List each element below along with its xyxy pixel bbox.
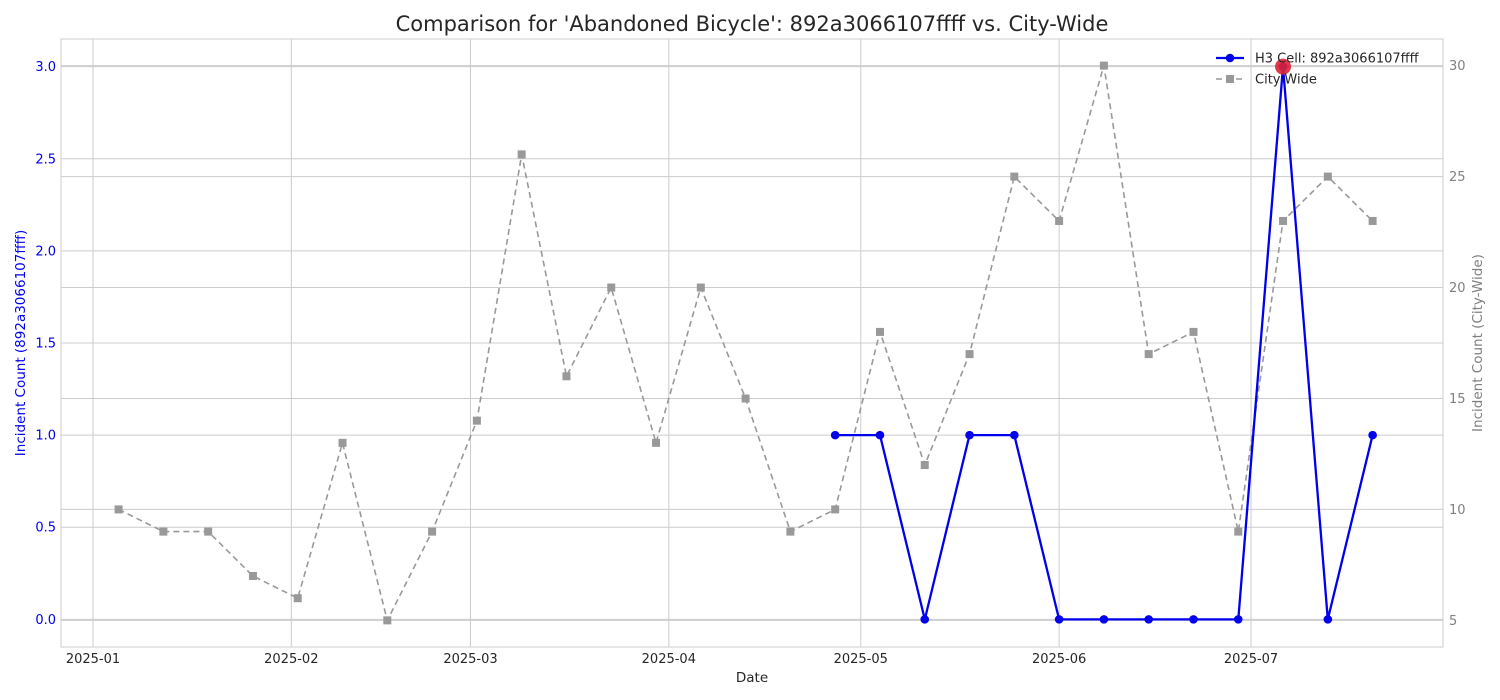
x-tick-label: 2025-04: [642, 652, 696, 667]
x-tick-label: 2025-05: [834, 652, 888, 667]
city-wide-point: [562, 372, 571, 381]
h3-cell-point: [875, 430, 885, 440]
city-wide-point: [114, 505, 123, 514]
y-left-tick-label: 1.5: [35, 337, 56, 352]
city-wide-point: [159, 527, 168, 536]
series-layer: [114, 58, 1377, 625]
city-wide-point: [741, 394, 750, 403]
y-right-tick-label: 30: [1449, 59, 1466, 74]
city-wide-point: [517, 150, 526, 159]
y-axis-label-left: Incident Count (892a3066107ffff): [13, 230, 29, 456]
city-wide-point: [293, 594, 302, 603]
h3-cell-point: [965, 430, 974, 440]
grid: [61, 39, 1443, 647]
city-wide-point: [965, 350, 974, 359]
city-wide-point: [204, 527, 213, 536]
city-wide-point: [920, 461, 929, 470]
h3-cell-point: [1054, 615, 1064, 624]
x-tick-label: 2025-07: [1224, 652, 1278, 667]
x-tick-label: 2025-06: [1032, 652, 1086, 667]
y-left-tick-label: 1.0: [35, 429, 56, 444]
y-left-tick-label: 0.0: [35, 613, 56, 628]
city-wide-point: [696, 283, 705, 292]
series-1: [114, 61, 1377, 625]
x-tick-label: 2025-02: [264, 652, 318, 667]
h3-cell-point: [920, 615, 930, 624]
y-right-tick-label: 15: [1449, 392, 1466, 407]
city-wide-point: [472, 416, 481, 425]
city-wide-point: [1323, 172, 1332, 181]
h3-cell-point: [1323, 615, 1333, 624]
city-wide-point: [383, 616, 392, 625]
highlight-point: [1275, 58, 1292, 75]
city-wide-point: [428, 527, 437, 536]
city-wide-point: [652, 438, 661, 447]
y-right-tick-label: 25: [1449, 170, 1466, 185]
chart-title: Comparison for 'Abandoned Bicycle': 892a…: [396, 12, 1109, 36]
city-wide-point: [1144, 350, 1153, 359]
y-left-tick-label: 3.0: [35, 60, 56, 75]
h3-cell-point: [1144, 615, 1153, 624]
city-wide-point: [1010, 172, 1019, 181]
city-wide-point: [875, 327, 884, 336]
x-tick-label: 2025-03: [443, 652, 497, 667]
h3-cell-point: [1099, 615, 1109, 624]
y-left-tick-label: 0.5: [35, 521, 56, 536]
y-left-tick-label: 2.0: [35, 244, 56, 259]
h3-cell-point: [1010, 430, 1019, 440]
city-wide-point: [1279, 216, 1288, 225]
y-left-tick-label: 2.5: [35, 152, 56, 167]
legend: H3 Cell: 892a3066107ffff City-Wide: [1216, 52, 1420, 88]
city-wide-point: [786, 527, 795, 536]
h3-cell-point: [830, 430, 840, 440]
city-wide-point: [1368, 216, 1377, 225]
legend-marker: [1226, 75, 1234, 83]
city-wide-point: [1189, 327, 1198, 336]
axes: 2025-01 2025-02 2025-03 2025-04 2025-05 2025-…: [35, 59, 1465, 667]
legend-label: H3 Cell: 892a3066107ffff: [1255, 52, 1420, 67]
city-wide-point: [1099, 61, 1108, 70]
h3-cell-point: [1233, 615, 1243, 624]
y-axis-label-right: Incident Count (City-Wide): [1470, 254, 1486, 432]
x-axis-label: Date: [736, 670, 768, 686]
city-wide-point: [1234, 527, 1243, 536]
legend-label: City-Wide: [1255, 73, 1317, 88]
y-right-tick-label: 20: [1449, 281, 1466, 296]
y-right-tick-label: 5: [1449, 614, 1457, 629]
city-wide-point: [1055, 216, 1064, 225]
city-wide-point: [248, 571, 257, 580]
legend-marker: [1225, 53, 1235, 63]
y-right-tick-label: 10: [1449, 503, 1466, 518]
x-tick-label: 2025-01: [66, 652, 120, 667]
h3-cell-point: [1368, 430, 1377, 440]
city-wide-point: [338, 438, 347, 447]
city-wide-point: [831, 505, 840, 514]
h3-cell-point: [1189, 615, 1198, 624]
city-wide-point: [607, 283, 616, 292]
